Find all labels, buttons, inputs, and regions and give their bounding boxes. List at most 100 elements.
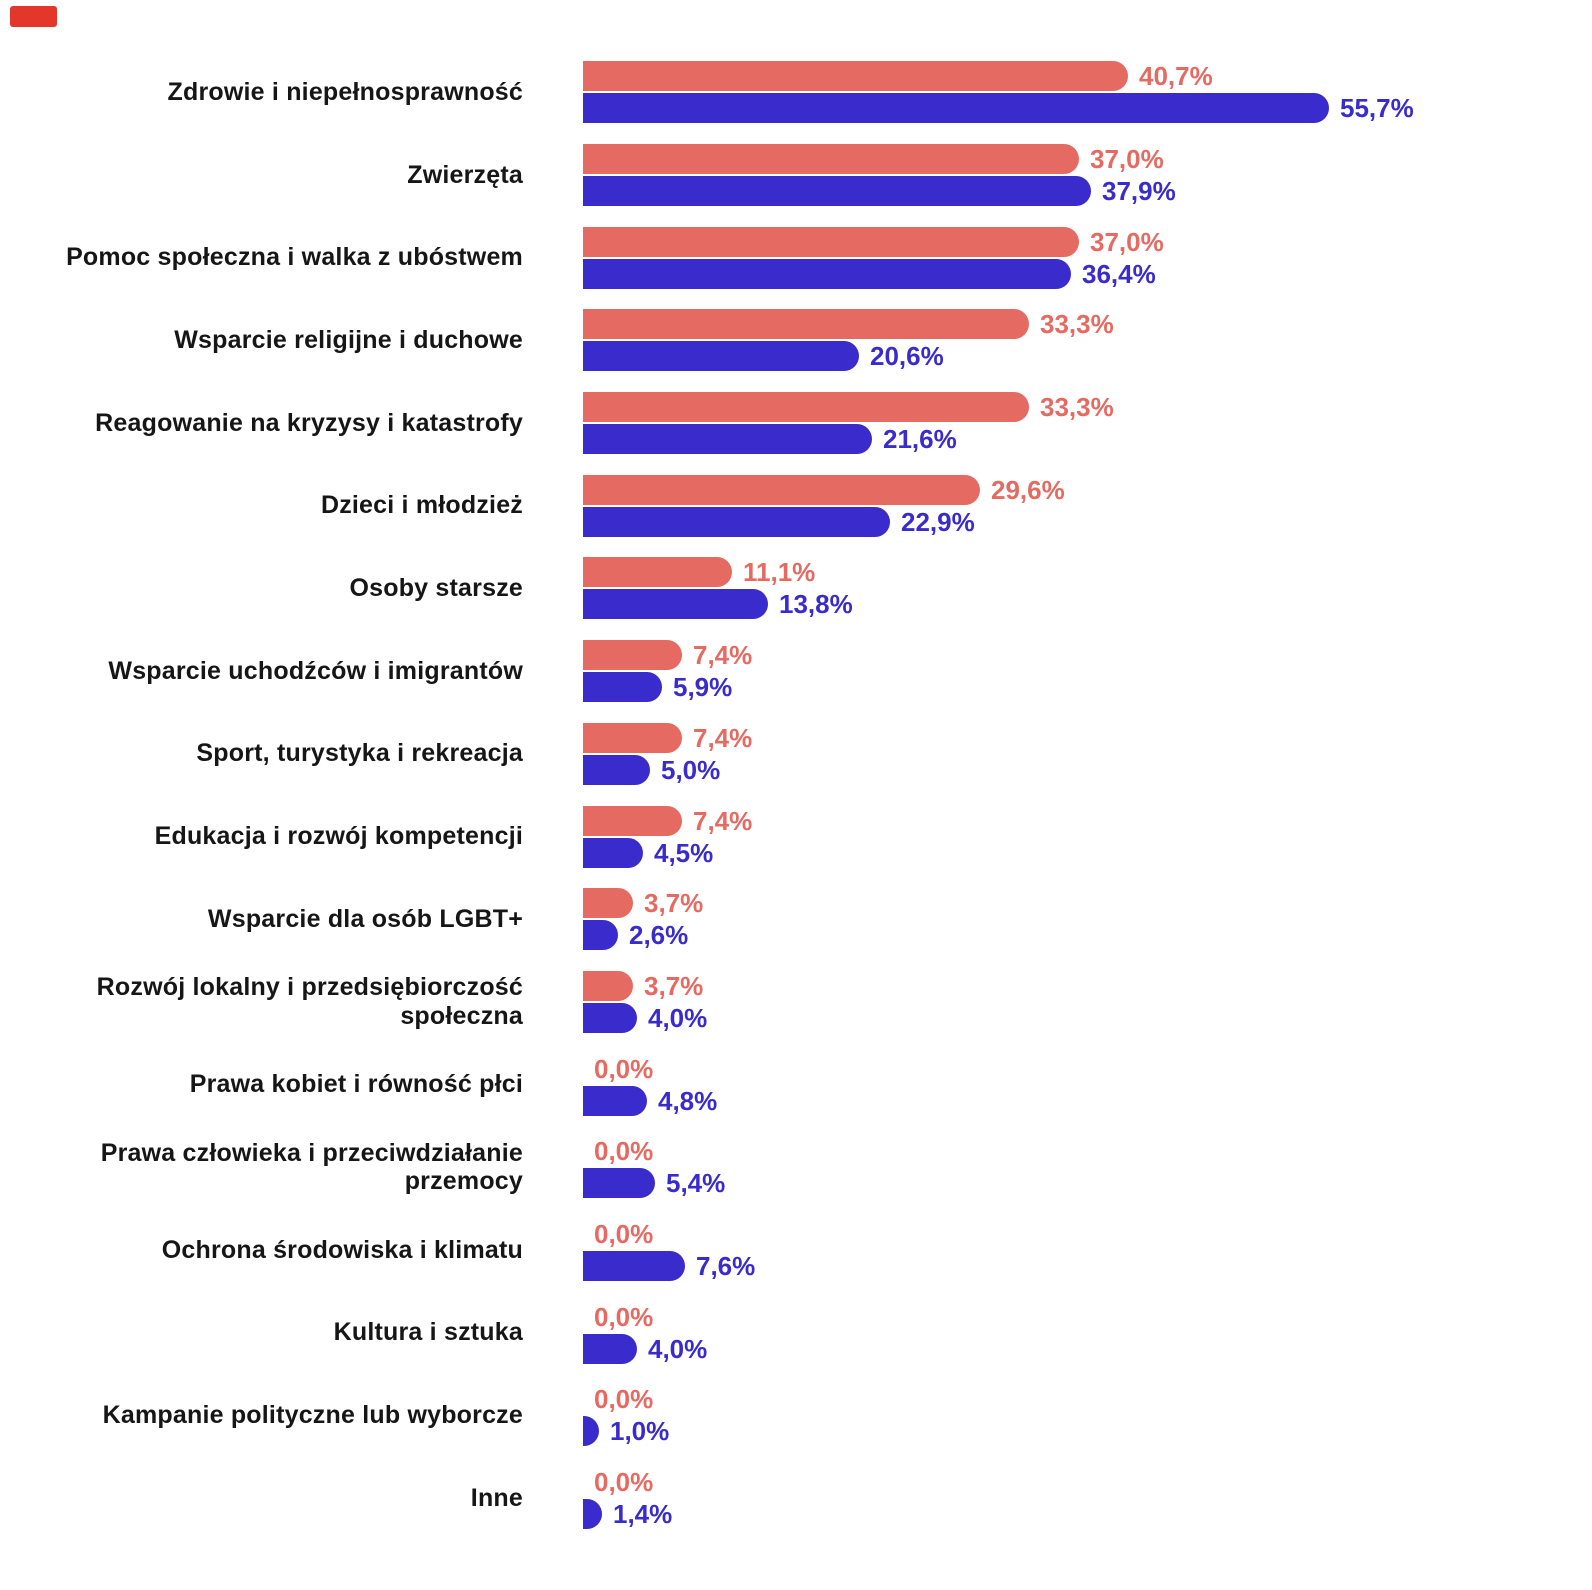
blue-value-label: 4,0%: [648, 1002, 708, 1033]
blue-bar-line: 13,8%: [583, 589, 1592, 620]
blue-bar-line: 36,4%: [583, 258, 1592, 289]
blue-bar-line: 22,9%: [583, 506, 1592, 537]
blue-bar: [583, 93, 1329, 124]
blue-bar: [583, 424, 872, 455]
bar-group: 0,0% 1,0%: [583, 1384, 1592, 1447]
salmon-bar-line: 0,0%: [583, 1384, 1592, 1414]
bar-group: 37,0% 36,4%: [583, 226, 1592, 289]
blue-bar: [583, 920, 618, 951]
chart-row: Pomoc społeczna i walka z ubóstwem 37,0%…: [0, 216, 1592, 299]
salmon-bar-line: 11,1%: [583, 557, 1592, 588]
bar-group: 33,3% 20,6%: [583, 309, 1592, 372]
blue-bar-line: 4,0%: [583, 1002, 1592, 1033]
salmon-bar-line: 37,0%: [583, 144, 1592, 175]
bar-group: 0,0% 7,6%: [583, 1219, 1592, 1281]
salmon-bar: [583, 474, 980, 505]
category-label: Wsparcie dla osób LGBT+: [207, 904, 523, 933]
corner-mark: [10, 6, 57, 27]
salmon-bar: [583, 557, 732, 588]
blue-value-label: 20,6%: [870, 341, 944, 372]
bar-group: 0,0% 4,0%: [583, 1302, 1592, 1364]
blue-bar-line: 55,7%: [583, 93, 1592, 124]
category-label: Pomoc społeczna i walka z ubóstwem: [66, 243, 523, 272]
salmon-bar: [583, 309, 1029, 340]
category-label: Ochrona środowiska i klimatu: [161, 1235, 523, 1264]
blue-bar: [583, 1250, 685, 1281]
blue-bar-line: 5,9%: [583, 672, 1592, 703]
blue-bar: [583, 672, 662, 703]
category-label: Sport, turystyka i rekreacja: [196, 739, 523, 768]
category-label: Zdrowie i niepełnosprawność: [167, 77, 523, 106]
blue-value-label: 21,6%: [883, 424, 957, 455]
salmon-value-label: 0,0%: [594, 1053, 654, 1084]
chart-row: Dzieci i młodzież 29,6% 22,9%: [0, 464, 1592, 547]
blue-value-label: 2,6%: [629, 920, 689, 951]
category-label: Reagowanie na kryzysy i katastrofy: [95, 408, 523, 437]
salmon-bar-line: 7,4%: [583, 640, 1592, 671]
blue-bar: [583, 506, 890, 537]
salmon-value-label: 3,7%: [644, 888, 704, 919]
bar-group: 7,4% 5,0%: [583, 722, 1592, 785]
salmon-value-label: 0,0%: [594, 1467, 654, 1498]
blue-value-label: 5,9%: [673, 672, 733, 703]
blue-value-label: 5,4%: [666, 1168, 726, 1199]
salmon-value-label: 37,0%: [1090, 144, 1164, 175]
bar-group: 33,3% 21,6%: [583, 392, 1592, 455]
category-label: Edukacja i rozwój kompetencji: [154, 822, 523, 851]
salmon-bar: [583, 392, 1029, 423]
salmon-bar-line: 3,7%: [583, 970, 1592, 1001]
blue-value-label: 4,8%: [658, 1085, 718, 1116]
blue-bar: [583, 176, 1091, 207]
chart-row: Reagowanie na kryzysy i katastrofy 33,3%…: [0, 382, 1592, 465]
bar-group: 0,0% 4,8%: [583, 1054, 1592, 1116]
category-label: Wsparcie religijne i duchowe: [174, 326, 523, 355]
bar-group: 7,4% 5,9%: [583, 640, 1592, 703]
salmon-value-label: 0,0%: [594, 1136, 654, 1167]
salmon-bar-line: 37,0%: [583, 226, 1592, 257]
salmon-bar: [583, 640, 682, 671]
salmon-bar: [583, 970, 633, 1001]
blue-bar: [583, 1416, 599, 1447]
salmon-bar: [583, 226, 1079, 257]
bar-group: 11,1% 13,8%: [583, 557, 1592, 620]
blue-value-label: 36,4%: [1082, 258, 1156, 289]
blue-value-label: 1,4%: [613, 1499, 673, 1530]
blue-value-label: 37,9%: [1102, 176, 1176, 207]
salmon-bar: [583, 61, 1128, 92]
blue-value-label: 5,0%: [661, 754, 721, 785]
blue-value-label: 1,0%: [610, 1416, 670, 1447]
blue-bar-line: 37,9%: [583, 176, 1592, 207]
salmon-bar-line: 0,0%: [583, 1136, 1592, 1166]
blue-bar: [583, 1002, 637, 1033]
blue-bar-line: 21,6%: [583, 424, 1592, 455]
blue-value-label: 4,5%: [654, 837, 714, 868]
category-label: Dzieci i młodzież: [320, 491, 523, 520]
chart-row: Edukacja i rozwój kompetencji 7,4% 4,5%: [0, 795, 1592, 878]
salmon-value-label: 33,3%: [1040, 309, 1114, 340]
chart-row: Kampanie polityczne lub wyborcze 0,0% 1,…: [0, 1374, 1592, 1457]
salmon-value-label: 11,1%: [743, 557, 816, 588]
bar-group: 3,7% 2,6%: [583, 888, 1592, 951]
chart-row: Zwierzęta 37,0% 37,9%: [0, 134, 1592, 217]
blue-bar-line: 4,5%: [583, 837, 1592, 868]
chart-row: Kultura i sztuka 0,0% 4,0%: [0, 1291, 1592, 1374]
blue-bar: [583, 837, 643, 868]
blue-bar: [583, 1499, 602, 1530]
blue-bar-line: 1,0%: [583, 1416, 1592, 1447]
category-label: Kampanie polityczne lub wyborcze: [102, 1400, 523, 1429]
salmon-value-label: 33,3%: [1040, 392, 1114, 423]
salmon-value-label: 7,4%: [693, 722, 753, 753]
bar-group: 29,6% 22,9%: [583, 474, 1592, 537]
bar-chart-rows: Zdrowie i niepełnosprawność 40,7% 55,7% …: [0, 51, 1592, 1539]
salmon-value-label: 0,0%: [594, 1218, 654, 1249]
bar-group: 7,4% 4,5%: [583, 805, 1592, 868]
salmon-value-label: 0,0%: [594, 1301, 654, 1332]
salmon-bar-line: 33,3%: [583, 309, 1592, 340]
category-label: Kultura i sztuka: [333, 1318, 523, 1347]
category-label: Zwierzęta: [407, 160, 523, 189]
blue-bar: [583, 1168, 655, 1199]
salmon-bar-line: 0,0%: [583, 1219, 1592, 1249]
bar-group: 0,0% 5,4%: [583, 1136, 1592, 1199]
category-label: Prawa kobiet i równość płci: [189, 1070, 523, 1099]
